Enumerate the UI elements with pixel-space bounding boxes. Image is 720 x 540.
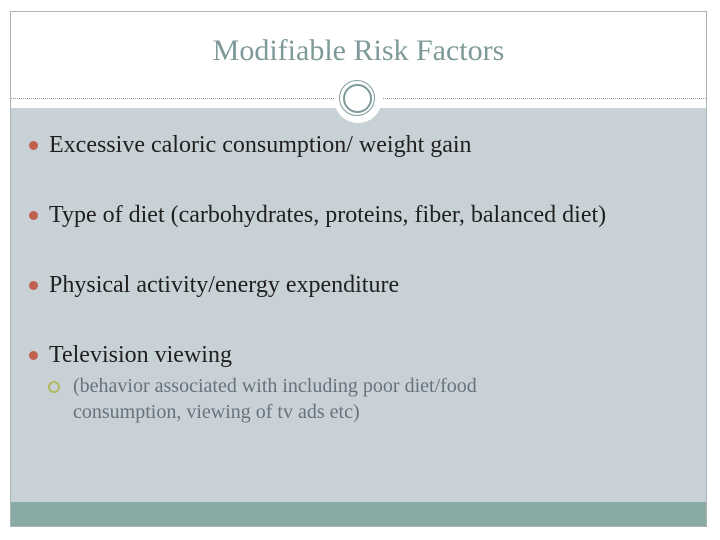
bullet-text: Physical activity/energy expenditure bbox=[49, 272, 400, 298]
bullet-dot-icon bbox=[29, 281, 38, 290]
slide-body: Excessive caloric consumption/ weight ga… bbox=[11, 108, 706, 502]
slide-title-area: Modifiable Risk Factors bbox=[11, 12, 706, 98]
bullet-text: Type of diet (carbohydrates, proteins, f… bbox=[49, 202, 607, 228]
bullet-list: Excessive caloric consumption/ weight ga… bbox=[11, 108, 706, 425]
sub-bullet-text: (behavior associated with including poor… bbox=[73, 375, 477, 423]
bullet-row: Television viewing bbox=[29, 340, 686, 370]
bullet-item: Type of diet (carbohydrates, proteins, f… bbox=[29, 200, 686, 230]
sub-bullet-list: (behavior associated with including poor… bbox=[29, 373, 686, 425]
sub-bullet-item: (behavior associated with including poor… bbox=[29, 373, 686, 425]
bullet-row: Physical activity/energy expenditure bbox=[29, 270, 686, 300]
ornament-inner-ring bbox=[343, 84, 372, 113]
bullet-item: Excessive caloric consumption/ weight ga… bbox=[29, 130, 686, 160]
bullet-item: Television viewing (behavior associated … bbox=[29, 340, 686, 425]
bullet-text: Excessive caloric consumption/ weight ga… bbox=[49, 132, 472, 158]
bullet-item: Physical activity/energy expenditure bbox=[29, 270, 686, 300]
bullet-dot-icon bbox=[29, 211, 38, 220]
bullet-row: Type of diet (carbohydrates, proteins, f… bbox=[29, 200, 686, 230]
sub-bullet-circle-icon bbox=[48, 381, 60, 393]
bullet-dot-icon bbox=[29, 141, 38, 150]
circle-ornament-icon bbox=[334, 75, 382, 123]
slide-title: Modifiable Risk Factors bbox=[212, 34, 505, 67]
bullet-text: Television viewing bbox=[49, 342, 232, 368]
ornament-outer-ring bbox=[339, 80, 375, 116]
bullet-dot-icon bbox=[29, 351, 38, 360]
bullet-row: Excessive caloric consumption/ weight ga… bbox=[29, 130, 686, 160]
bottom-accent-band bbox=[11, 502, 706, 526]
